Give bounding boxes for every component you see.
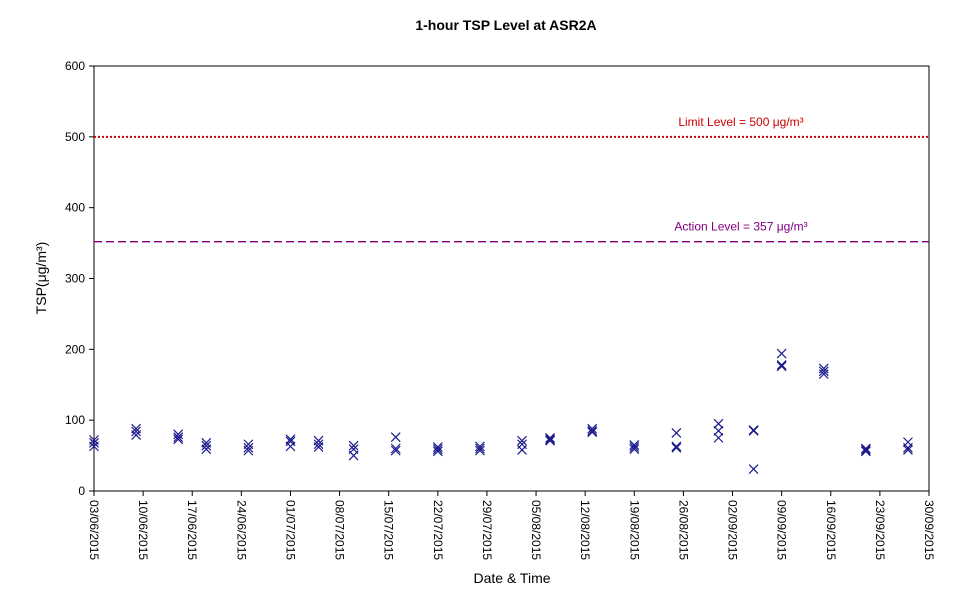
y-tick-label: 100 bbox=[65, 413, 85, 427]
data-point bbox=[313, 439, 324, 450]
data-point bbox=[517, 435, 527, 446]
data-point bbox=[201, 440, 212, 451]
data-point bbox=[860, 443, 871, 454]
data-point bbox=[818, 369, 829, 380]
plot-frame bbox=[93, 65, 930, 492]
data-point bbox=[474, 445, 485, 456]
data-point bbox=[474, 443, 485, 454]
data-point bbox=[776, 348, 787, 359]
data-point bbox=[131, 426, 142, 437]
data-point bbox=[390, 445, 401, 456]
data-point bbox=[243, 442, 254, 453]
data-point bbox=[517, 444, 527, 455]
x-tick-label: 24/06/2015 bbox=[234, 500, 248, 560]
data-point bbox=[390, 443, 401, 454]
data-point bbox=[545, 432, 556, 443]
data-point bbox=[629, 442, 640, 453]
data-point bbox=[818, 366, 829, 377]
data-point bbox=[201, 444, 212, 455]
data-point bbox=[432, 442, 443, 453]
x-tick-label: 05/08/2015 bbox=[529, 500, 543, 560]
x-tick-label: 29/07/2015 bbox=[480, 500, 494, 560]
data-point bbox=[348, 450, 359, 461]
data-point bbox=[671, 441, 682, 452]
data-point bbox=[713, 418, 724, 429]
data-point bbox=[860, 444, 871, 455]
data-point bbox=[243, 445, 254, 456]
data-point bbox=[89, 437, 99, 448]
data-point bbox=[713, 432, 724, 443]
x-tick-label: 23/09/2015 bbox=[873, 500, 887, 560]
y-tick-label: 200 bbox=[65, 342, 85, 356]
x-tick-label: 17/06/2015 bbox=[185, 500, 199, 560]
data-point bbox=[89, 441, 99, 452]
action-level-label: Action Level = 357 μg/m³ bbox=[674, 220, 807, 234]
data-point bbox=[903, 442, 913, 453]
data-point bbox=[313, 442, 324, 453]
y-tick-label: 400 bbox=[65, 201, 85, 215]
data-point bbox=[131, 430, 142, 440]
data-point bbox=[432, 444, 443, 455]
x-tick-label: 16/09/2015 bbox=[824, 500, 838, 560]
data-point bbox=[587, 423, 598, 434]
data-point bbox=[748, 464, 759, 474]
data-point bbox=[474, 441, 485, 452]
x-tick-label: 19/08/2015 bbox=[627, 500, 641, 560]
y-tick-label: 500 bbox=[65, 130, 85, 144]
x-tick-label: 02/09/2015 bbox=[726, 500, 740, 560]
data-point bbox=[629, 440, 640, 450]
data-point bbox=[432, 446, 443, 457]
data-point bbox=[776, 359, 787, 370]
data-point bbox=[173, 434, 184, 445]
data-point bbox=[348, 440, 359, 451]
x-tick-label: 08/07/2015 bbox=[333, 500, 347, 560]
data-point bbox=[285, 436, 296, 447]
x-axis-label: Date & Time bbox=[473, 570, 550, 586]
data-point bbox=[776, 361, 787, 372]
data-point bbox=[860, 446, 871, 457]
data-point bbox=[713, 425, 724, 436]
data-point bbox=[285, 441, 296, 452]
x-tick-label: 26/08/2015 bbox=[676, 500, 690, 560]
data-point bbox=[173, 432, 184, 443]
data-point bbox=[545, 435, 556, 446]
y-tick-label: 0 bbox=[78, 484, 85, 498]
y-tick-label: 300 bbox=[65, 272, 85, 286]
data-point bbox=[748, 425, 759, 436]
data-point bbox=[903, 444, 913, 455]
data-point bbox=[390, 432, 401, 443]
x-tick-label: 15/07/2015 bbox=[382, 500, 396, 560]
data-point bbox=[285, 434, 296, 445]
y-tick-label: 600 bbox=[65, 59, 85, 73]
data-point bbox=[173, 429, 184, 440]
chart-title: 1-hour TSP Level at ASR2A bbox=[415, 17, 596, 33]
limit-level-label: Limit Level = 500 μg/m³ bbox=[678, 115, 803, 129]
data-point bbox=[587, 427, 598, 438]
data-point bbox=[671, 442, 682, 453]
x-tick-label: 03/06/2015 bbox=[87, 500, 101, 560]
x-tick-label: 12/08/2015 bbox=[578, 500, 592, 560]
x-tick-label: 01/07/2015 bbox=[283, 500, 297, 560]
data-point bbox=[629, 444, 640, 455]
data-point bbox=[671, 427, 682, 438]
x-tick-label: 10/06/2015 bbox=[136, 500, 150, 560]
x-tick-label: 22/07/2015 bbox=[431, 500, 445, 560]
x-tick-label: 09/09/2015 bbox=[775, 500, 789, 560]
x-tick-label: 30/09/2015 bbox=[922, 500, 936, 560]
y-axis-label: TSP(μg/m³) bbox=[33, 242, 49, 315]
data-point bbox=[587, 425, 598, 436]
plot-area: 0 100 200 300 400 500 600 03/06/2015 10/06/2015 1… bbox=[65, 59, 936, 560]
data-point bbox=[545, 434, 556, 445]
